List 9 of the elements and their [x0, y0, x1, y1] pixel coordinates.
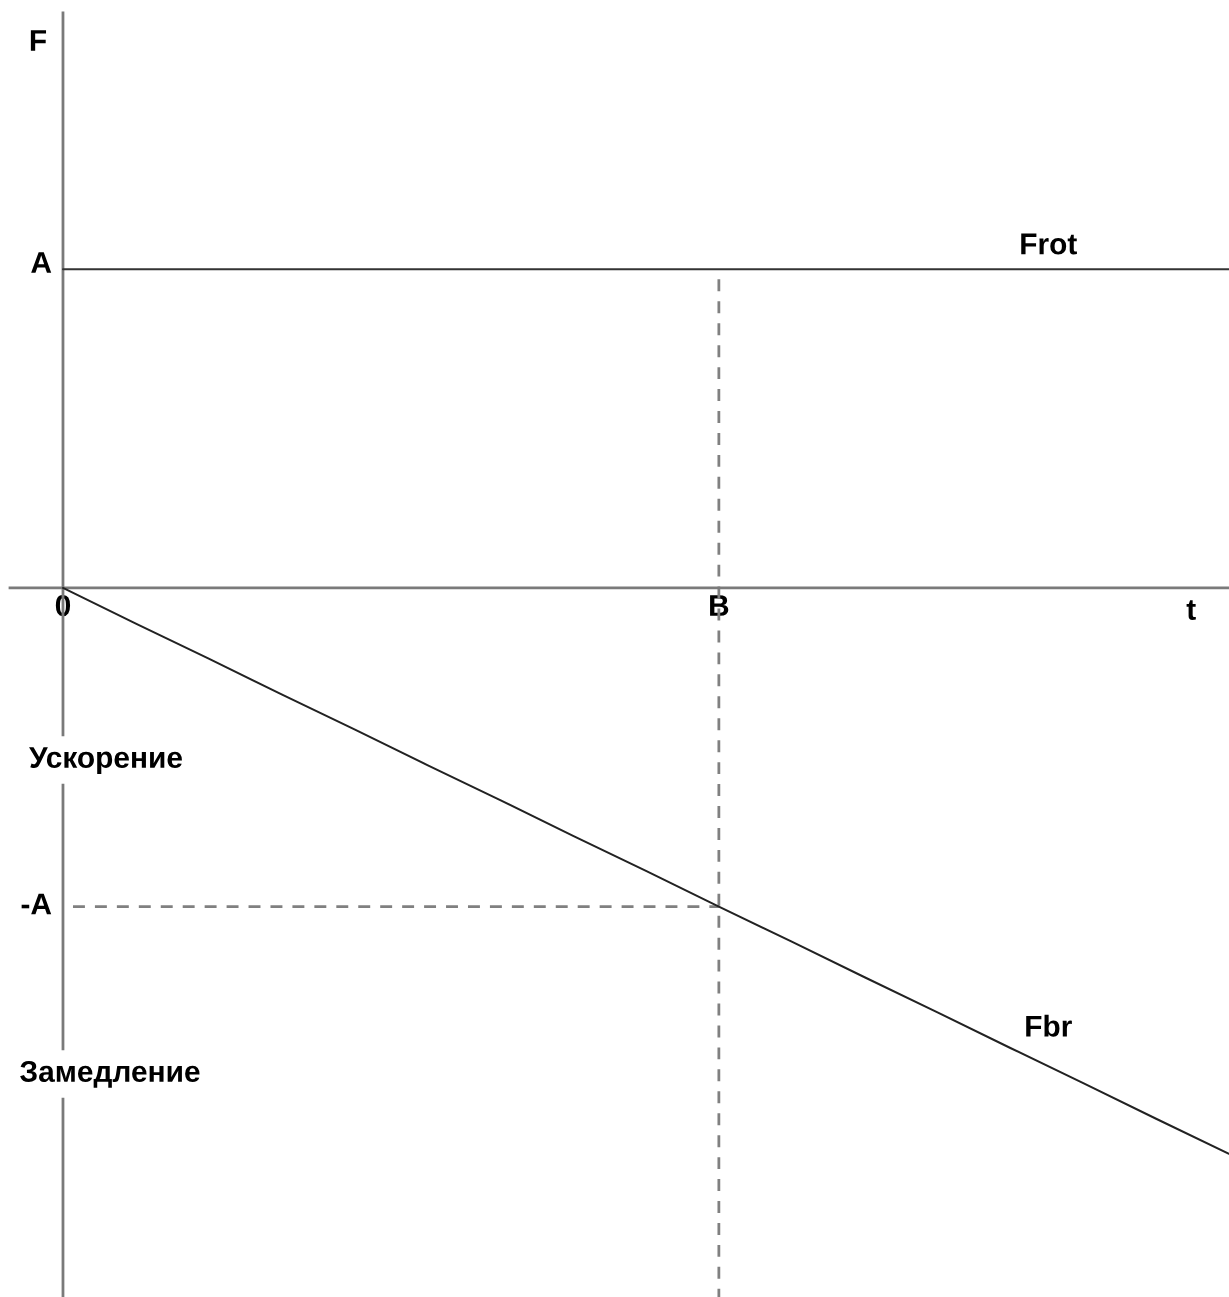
x-axis-title: t	[1186, 600, 1196, 620]
annotation: Замедление	[20, 1060, 200, 1088]
series-label: Fbr	[1026, 1014, 1072, 1037]
x-tick-label: B	[710, 595, 729, 616]
text: F	[30, 30, 47, 51]
ref-line-label: -A	[21, 893, 52, 915]
annotation: Ускорение	[29, 747, 182, 774]
annotation: A	[31, 252, 52, 273]
series-label: Frot	[1021, 233, 1077, 255]
